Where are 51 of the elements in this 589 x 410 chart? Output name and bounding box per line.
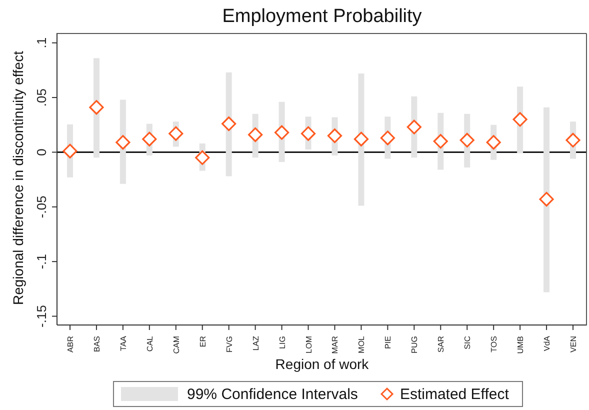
point [248,127,263,142]
x-tick-label: ABR [66,336,75,352]
x-tick-label: PUG [410,336,420,354]
x-tick-label: SIC [463,336,472,350]
x-tick-label: TOS [490,336,499,352]
point [274,125,290,140]
x-tick-label: LAZ [251,336,260,351]
y-tick-label: -.15 [34,305,49,328]
x-tick-label: UMB [516,336,526,354]
x-tick-label: MOL [357,335,366,354]
x-tick-label: VdA [542,335,552,352]
point [142,132,157,146]
point [89,100,104,115]
text: 99% Confidence Intervals [187,386,358,402]
point [354,132,369,146]
x-tick-label: CAM [172,336,181,354]
y-tick-label: .1 [34,37,49,48]
x-tick-label: VEN [569,336,578,352]
legend-label: Estimated Effect [400,386,509,402]
x-tick-label: TAA [118,335,128,351]
point [566,132,580,148]
x-tick-label: MAR [330,336,340,354]
x-axis-title: Region of work [274,356,370,372]
x-tick-label: PIE [384,336,393,349]
point [62,144,78,158]
x-tick-label: LOM [304,336,314,354]
point [433,134,448,149]
point [195,150,210,165]
point [222,116,236,132]
point [116,135,130,150]
y-tick-label: -.1 [34,254,49,270]
y-tick-label: -.05 [34,196,49,218]
point [539,192,554,207]
point [380,130,395,146]
point [327,128,342,144]
point [168,126,184,141]
point [460,132,474,148]
x-tick-label: FVG [224,336,234,352]
y-tick-label: 0 [34,148,49,156]
point [512,112,528,127]
point [300,126,316,141]
point [486,135,501,150]
x-tick-label: CAL [145,335,154,352]
chart-title: Employment Probability [221,6,423,28]
y-axis-title: Regional difference in discontinuity effect [10,51,26,305]
y-tick-label: .05 [34,88,49,107]
x-tick-label: BAS [92,336,102,352]
x-tick-label: ER [198,336,208,348]
x-tick-label: LIG [278,336,287,349]
x-tick-label: SAR [436,336,446,352]
point [406,120,422,134]
